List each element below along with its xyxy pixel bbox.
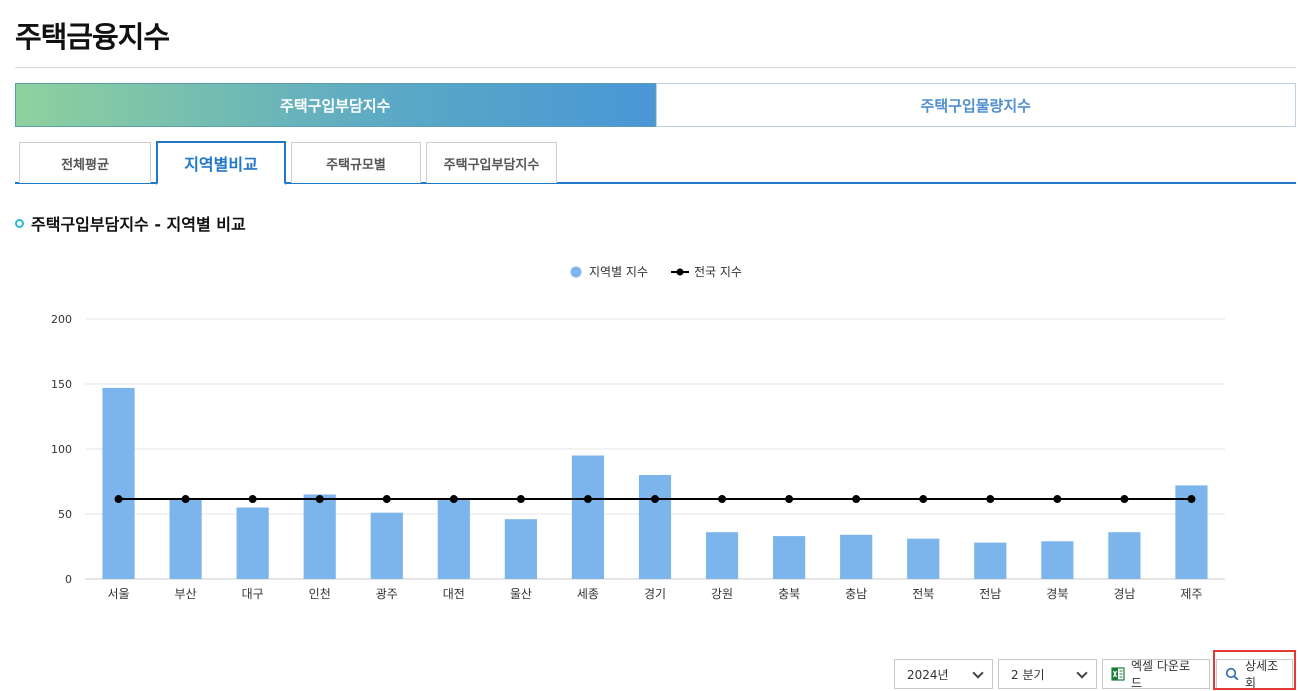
- bar-6: [437, 499, 470, 579]
- x-tick-label: 인천: [309, 586, 331, 601]
- national-point-6: [449, 495, 458, 504]
- x-tick-label: 제주: [1180, 587, 1202, 601]
- sub-tab-regional-comparison[interactable]: 지역별비교: [156, 141, 286, 185]
- main-tabs: 주택구입부담지수 주택구입물량지수: [15, 83, 1296, 127]
- bar-12: [840, 534, 873, 579]
- national-point-11: [785, 495, 794, 504]
- x-tick-label: 경남: [1113, 587, 1135, 601]
- year-select-value: 2024년: [907, 667, 949, 682]
- legend-marker-national: [676, 268, 684, 276]
- y-tick-label: 100: [51, 443, 72, 456]
- bar-1: [102, 387, 135, 579]
- excel-download-label: 엑셀 다운로드: [1131, 659, 1191, 690]
- y-tick-label: 200: [51, 313, 72, 326]
- bar-2: [169, 498, 202, 579]
- x-tick-label: 광주: [376, 587, 398, 601]
- main-tab-burden-index[interactable]: 주택구입부담지수: [15, 83, 656, 127]
- y-tick-label: 50: [58, 508, 72, 521]
- national-point-1: [114, 495, 123, 504]
- bar-11: [773, 536, 806, 579]
- national-point-12: [852, 495, 861, 504]
- x-tick-label: 경북: [1046, 587, 1068, 601]
- national-point-2: [181, 495, 190, 504]
- detail-search-button[interactable]: 상세조회: [1216, 659, 1293, 690]
- x-tick-label: 부산: [175, 587, 197, 601]
- main-tab-volume-index[interactable]: 주택구입물량지수: [655, 83, 1296, 127]
- x-tick-label: 경기: [644, 587, 666, 601]
- bar-9: [638, 475, 672, 579]
- national-point-14: [986, 495, 995, 504]
- bar-14: [974, 542, 1007, 579]
- chevron-down-icon: [1076, 667, 1088, 679]
- national-point-16: [1120, 495, 1129, 504]
- sub-tab-overall-average[interactable]: 전체평균: [19, 142, 151, 183]
- x-tick-label: 강원: [711, 587, 733, 601]
- selection-highlight: [1213, 650, 1296, 690]
- x-tick-label: 서울: [107, 587, 129, 601]
- bar-13: [907, 538, 940, 579]
- section-title: 주택구입부담지수 - 지역별 비교: [15, 211, 246, 235]
- sub-tabs: 전체평균 지역별비교 주택규모별 주택구입부담지수: [15, 141, 1296, 185]
- national-point-4: [315, 495, 324, 504]
- detail-search-label: 상세조회: [1245, 659, 1279, 690]
- national-point-9: [651, 495, 659, 504]
- excel-icon: [1111, 667, 1125, 681]
- y-tick-label: 0: [65, 573, 72, 586]
- bar-4: [303, 494, 336, 579]
- x-tick-label: 전북: [912, 587, 934, 601]
- bar-10: [705, 532, 739, 579]
- x-tick-label: 세종: [577, 587, 599, 601]
- legend-marker-regional: [570, 266, 582, 278]
- national-point-10: [718, 495, 727, 504]
- search-icon: [1225, 667, 1239, 681]
- bar-3: [236, 507, 269, 579]
- quarter-select-value: 2 분기: [1011, 667, 1045, 682]
- national-point-8: [583, 495, 592, 504]
- bar-16: [1108, 532, 1141, 579]
- bar-15: [1041, 541, 1074, 579]
- national-point-7: [516, 495, 525, 504]
- bullet-icon: [15, 218, 24, 228]
- year-select[interactable]: 2024년: [894, 659, 993, 689]
- y-tick-label: 150: [51, 378, 72, 391]
- x-tick-label: 충남: [845, 587, 867, 601]
- page-title: 주택금융지수: [15, 20, 170, 54]
- regional-comparison-chart: 지역별 지수 전국 지수 0 50 100 150 200 서울 부산 대구 인천 광주 대전 울산 세종 경…: [51, 265, 1225, 601]
- chevron-down-icon: [972, 667, 984, 679]
- x-tick-label: 울산: [510, 587, 532, 601]
- legend-label-regional: 지역별 지수: [589, 265, 648, 279]
- national-point-5: [382, 495, 391, 504]
- quarter-select[interactable]: 2 분기: [998, 659, 1097, 689]
- national-point-17: [1187, 495, 1196, 504]
- x-tick-label: 충북: [778, 587, 800, 601]
- x-tick-label: 전남: [979, 587, 1001, 601]
- section-title-text: 주택구입부담지수 - 지역별 비교: [31, 215, 246, 234]
- sub-tab-housing-size[interactable]: 주택규모별: [291, 142, 421, 183]
- excel-download-button[interactable]: 엑셀 다운로드: [1102, 659, 1210, 690]
- national-point-3: [248, 495, 257, 504]
- x-tick-label: 대구: [242, 587, 264, 601]
- bar-8: [571, 455, 605, 579]
- title-divider: [15, 67, 1296, 68]
- national-point-13: [919, 495, 928, 504]
- legend-label-national: 전국 지수: [694, 265, 742, 279]
- x-tick-label: 대전: [443, 587, 465, 601]
- sub-tab-burden-index[interactable]: 주택구입부담지수: [426, 142, 557, 183]
- bar-5: [370, 512, 403, 579]
- bar-7: [504, 519, 537, 579]
- national-point-15: [1053, 495, 1062, 504]
